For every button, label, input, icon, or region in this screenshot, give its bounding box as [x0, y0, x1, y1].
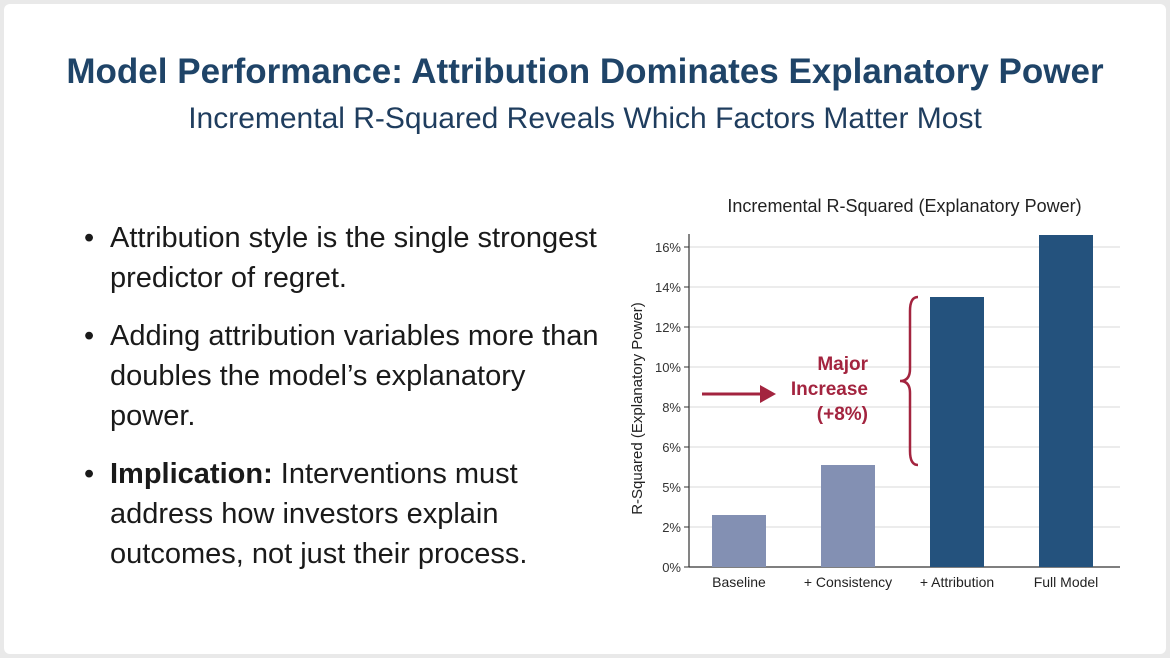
bullet-list: • Attribution style is the single strong…	[84, 218, 604, 592]
x-tick-label: + Attribution	[920, 574, 994, 590]
bullet-text: Interventions must address how investors…	[110, 458, 528, 570]
bullet-item: • Adding attribution variables more than…	[84, 316, 604, 436]
y-axis-label: R-Squared (Explanatory Power)	[629, 302, 646, 515]
slide: Model Performance: Attribution Dominates…	[4, 4, 1166, 654]
bullet-dot-icon: •	[84, 320, 95, 352]
bullet-bold: Implication:	[110, 458, 273, 490]
y-tick-label: 6%	[662, 440, 681, 455]
y-tick-label: 10%	[655, 360, 681, 375]
annotation-arrow-icon	[760, 385, 776, 403]
y-tick-label: 14%	[655, 280, 681, 295]
bullet-dot-icon: •	[84, 458, 95, 490]
bar	[821, 465, 875, 567]
bar-chart: Incremental R-Squared (Explanatory Power…	[629, 196, 1120, 590]
bullet-item: • Attribution style is the single strong…	[84, 218, 604, 298]
y-tick-label: 12%	[655, 320, 681, 335]
y-tick-label: 8%	[662, 400, 681, 415]
bar	[712, 515, 766, 567]
slide-subtitle: Incremental R-Squared Reveals Which Fact…	[188, 102, 982, 135]
y-tick-label: 2%	[662, 520, 681, 535]
y-tick-label: 0%	[662, 560, 681, 575]
y-tick-label: 16%	[655, 240, 681, 255]
x-tick-label: + Consistency	[804, 574, 892, 590]
x-tick-label: Full Model	[1034, 574, 1099, 590]
annotation-text: Major	[817, 354, 868, 375]
annotation-brace	[899, 295, 919, 467]
x-tick-label: Baseline	[712, 574, 766, 590]
bar	[1039, 235, 1093, 567]
bar	[930, 297, 984, 567]
slide-title: Model Performance: Attribution Dominates…	[66, 52, 1104, 91]
bullet-item: • Implication: Interventions must addres…	[84, 454, 604, 574]
bullet-text: Adding attribution variables more than d…	[110, 320, 599, 432]
y-tick-label: 5%	[662, 480, 681, 495]
annotation-text: Increase	[791, 379, 868, 400]
annotation-text: (+8%)	[817, 404, 868, 425]
chart-title: Incremental R-Squared (Explanatory Power…	[727, 196, 1081, 216]
bullet-dot-icon: •	[84, 222, 95, 254]
bullet-text: Attribution style is the single stronges…	[110, 222, 597, 294]
